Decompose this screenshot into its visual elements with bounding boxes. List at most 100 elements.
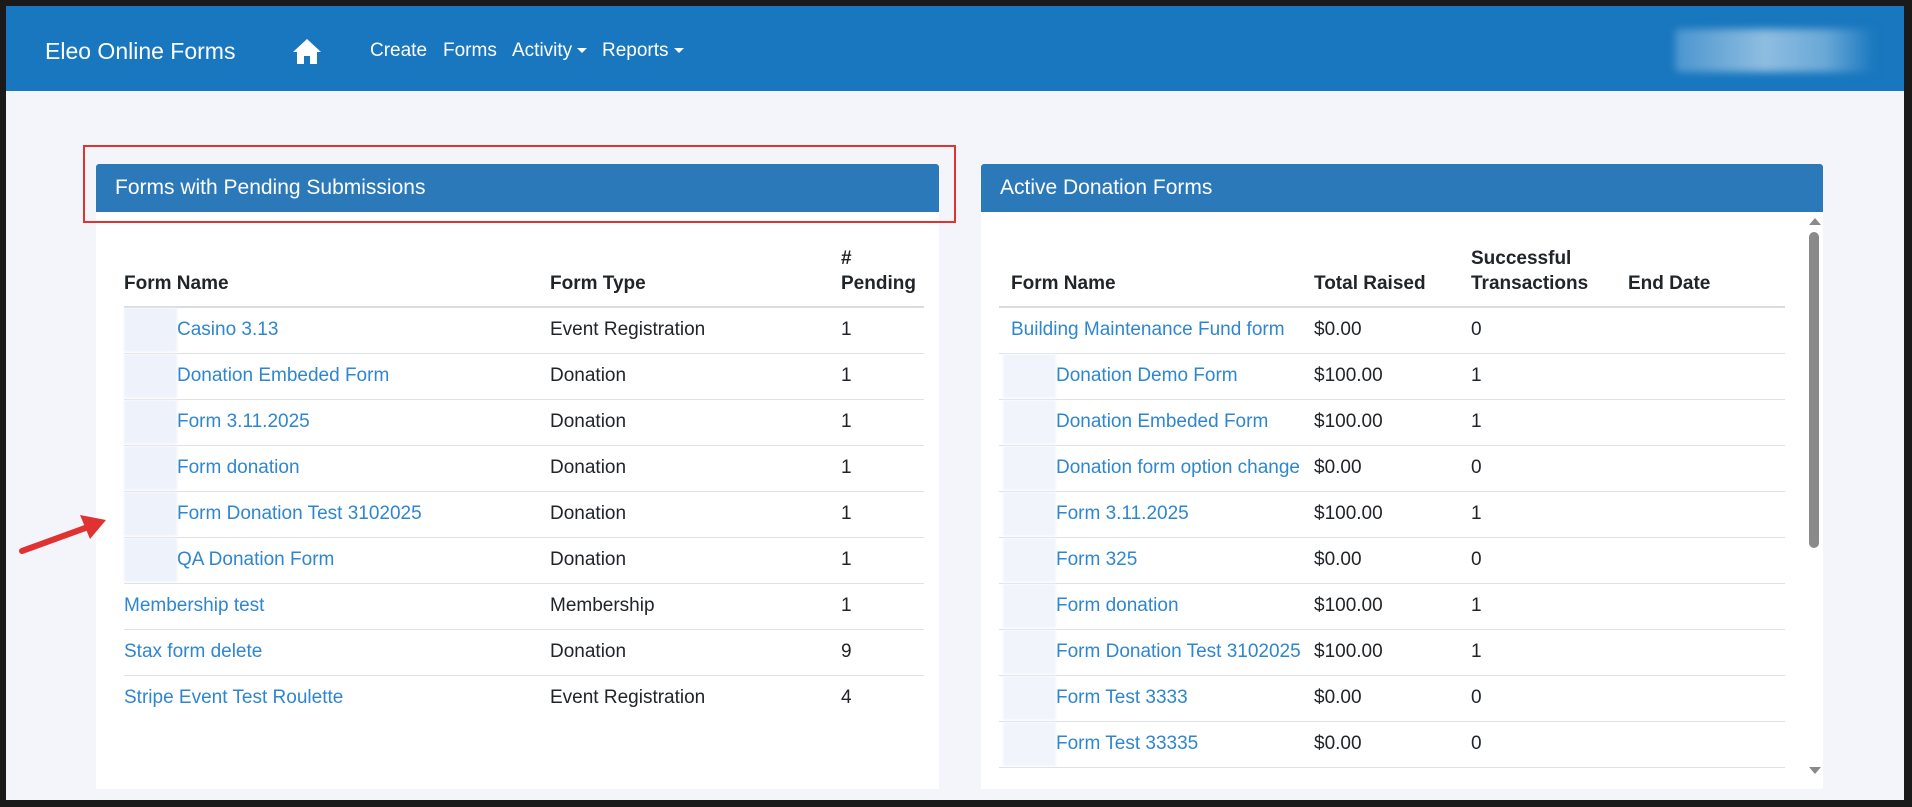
form-link[interactable]: Form Test 3333 — [1056, 687, 1188, 709]
pending-count: 1 — [841, 503, 852, 524]
form-link[interactable]: Casino 3.13 — [177, 319, 279, 341]
scroll-up-arrow-icon[interactable] — [1809, 218, 1821, 225]
total-raised: $100.00 — [1314, 365, 1383, 386]
nav-reports-label: Reports — [602, 40, 669, 61]
form-thumbnail — [124, 400, 177, 444]
form-thumbnail — [124, 308, 177, 353]
total-raised: $100.00 — [1314, 595, 1383, 616]
brand-title[interactable]: Eleo Online Forms — [45, 38, 236, 64]
form-thumbnail — [1003, 630, 1056, 674]
active-donation-forms-panel: Active Donation Forms Form Name Total Ra… — [981, 164, 1823, 789]
pending-panel-title: Forms with Pending Submissions — [115, 176, 426, 199]
form-thumbnail — [124, 354, 177, 398]
table-header-row: Form Name Form Type # Pending — [124, 246, 924, 307]
form-link[interactable]: Donation Embeded Form — [1056, 411, 1269, 433]
table-row: Donation Embeded Form $100.00 1 — [999, 399, 1785, 445]
form-link[interactable]: Form Test 33335 — [1056, 733, 1199, 755]
table-row: Donation form option change $0.00 0 — [999, 445, 1785, 491]
table-row: Building Maintenance Fund form $0.00 0 — [999, 307, 1785, 353]
form-link[interactable]: Form Donation Test 3102025 — [177, 503, 422, 525]
end-date — [1628, 537, 1785, 583]
transactions: 0 — [1471, 733, 1482, 754]
form-type: Donation — [550, 365, 627, 386]
form-link[interactable]: Building Maintenance Fund form — [1011, 319, 1285, 341]
form-link[interactable]: Form 3.11.2025 — [1056, 503, 1189, 525]
form-thumbnail — [1003, 538, 1056, 582]
donation-table: Form Name Total Raised Successful Transac… — [999, 246, 1785, 768]
vertical-scrollbar[interactable] — [1806, 218, 1822, 778]
form-thumbnail — [1003, 400, 1056, 444]
form-link[interactable]: Donation Embeded Form — [177, 365, 390, 387]
table-row: Form donation $100.00 1 — [999, 583, 1785, 629]
nav-activity-label: Activity — [512, 40, 573, 61]
col-pending-line1: # — [841, 248, 852, 269]
transactions: 1 — [1471, 365, 1482, 386]
form-link[interactable]: Donation form option change — [1056, 457, 1300, 479]
end-date — [1628, 445, 1785, 491]
table-row: Form Test 3333 $0.00 0 — [999, 675, 1785, 721]
form-link[interactable]: Form 325 — [1056, 549, 1138, 571]
form-link[interactable]: Donation Demo Form — [1056, 365, 1238, 387]
form-link[interactable]: Stax form delete — [124, 641, 263, 662]
end-date — [1628, 307, 1785, 353]
transactions: 1 — [1471, 503, 1482, 524]
pending-submissions-panel: Forms with Pending Submissions Form Name… — [96, 164, 939, 789]
home-icon[interactable] — [292, 38, 322, 65]
table-row: Stripe Event Test Roulette Event Registr… — [124, 675, 924, 721]
col-successful-transactions: Successful Transactions — [1471, 246, 1628, 307]
form-thumbnail — [124, 446, 177, 490]
pending-count: 4 — [841, 687, 852, 709]
app-window: Eleo Online Forms Create Forms Activity … — [6, 6, 1904, 800]
scroll-down-arrow-icon[interactable] — [1809, 767, 1821, 774]
form-type: Membership — [550, 595, 655, 616]
form-type: Donation — [550, 457, 627, 478]
table-row: Donation Embeded Form Donation 1 — [124, 353, 924, 399]
transactions: 0 — [1471, 457, 1482, 478]
col-total-raised: Total Raised — [1314, 273, 1426, 294]
table-row: Form 3.11.2025 Donation 1 — [124, 399, 924, 445]
col-successful-line1: Successful — [1471, 248, 1572, 269]
form-link[interactable]: Stripe Event Test Roulette — [124, 687, 344, 709]
transactions: 1 — [1471, 641, 1482, 662]
form-type: Event Registration — [550, 319, 706, 341]
annotation-arrow-icon — [19, 515, 106, 554]
form-link[interactable]: Form donation — [177, 457, 300, 479]
transactions: 1 — [1471, 411, 1482, 432]
donation-panel-title: Active Donation Forms — [1000, 176, 1213, 199]
form-type: Donation — [550, 503, 627, 524]
nav-activity[interactable]: Activity — [512, 40, 588, 62]
caret-down-icon — [577, 48, 588, 53]
form-type: Donation — [550, 549, 627, 570]
form-type: Donation — [550, 411, 627, 432]
form-link[interactable]: QA Donation Form — [177, 549, 335, 571]
donation-panel-header: Active Donation Forms — [981, 164, 1823, 212]
form-thumbnail — [124, 538, 177, 582]
transactions: 0 — [1471, 549, 1482, 570]
user-menu-redacted[interactable] — [1675, 29, 1875, 72]
end-date — [1628, 353, 1785, 399]
form-link[interactable]: Form 3.11.2025 — [177, 411, 310, 433]
col-pending-line2: Pending — [841, 273, 916, 294]
table-row: Donation Demo Form $100.00 1 — [999, 353, 1785, 399]
end-date — [1628, 629, 1785, 675]
pending-count: 1 — [841, 365, 852, 386]
form-thumbnail — [1003, 722, 1056, 766]
table-row: Form Donation Test 3102025 Donation 1 — [124, 491, 924, 537]
total-raised: $0.00 — [1314, 733, 1362, 754]
form-link[interactable]: Form donation — [1056, 595, 1179, 617]
nav-reports[interactable]: Reports — [602, 40, 684, 62]
pending-table: Form Name Form Type # Pending Casino 3.13… — [124, 246, 924, 721]
form-type: Donation — [550, 641, 627, 662]
form-thumbnail — [1003, 446, 1056, 490]
scrollbar-thumb[interactable] — [1809, 232, 1819, 548]
nav-create[interactable]: Create — [370, 40, 428, 61]
form-type: Event Registration — [550, 687, 706, 709]
end-date — [1628, 721, 1785, 767]
total-raised: $0.00 — [1314, 687, 1362, 708]
form-link[interactable]: Form Donation Test 3102025 — [1056, 641, 1301, 663]
nav-forms[interactable]: Forms — [443, 40, 497, 61]
form-link[interactable]: Membership test — [124, 595, 265, 616]
form-thumbnail — [1003, 354, 1056, 398]
pending-count: 1 — [841, 319, 852, 341]
table-row: Form 3.11.2025 $100.00 1 — [999, 491, 1785, 537]
